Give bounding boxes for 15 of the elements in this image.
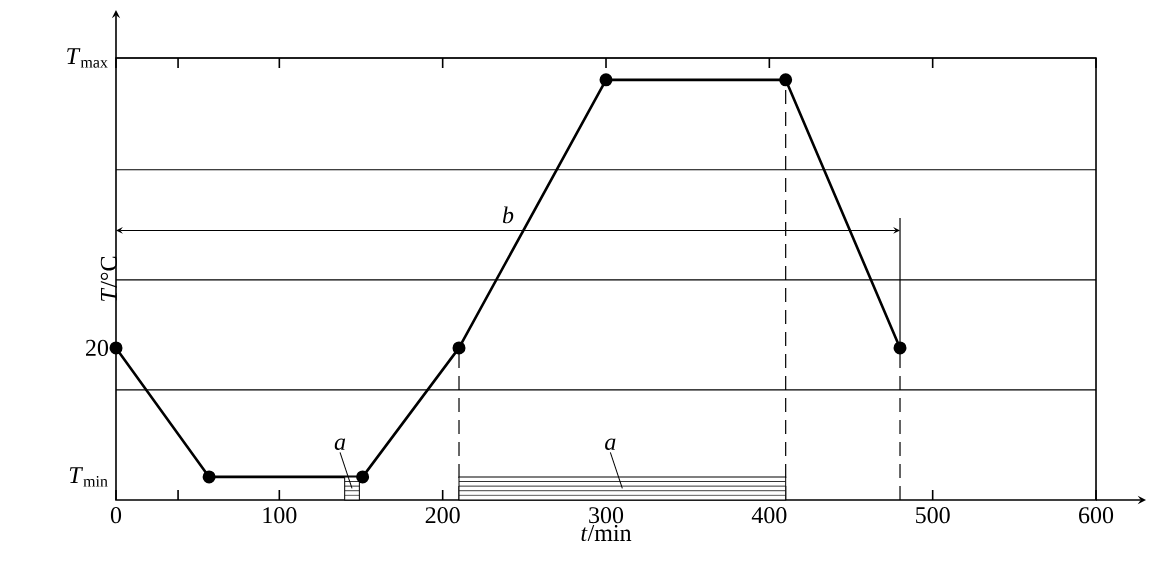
annotation: b — [502, 206, 514, 224]
text: 20 — [86, 339, 109, 356]
x-tick-label: 600 — [1079, 507, 1114, 524]
x-tick-label: 0 — [110, 507, 122, 524]
y-axis-title: T/°C — [100, 256, 117, 301]
x-tick-label: 300 — [589, 507, 624, 524]
x-tick-label: 500 — [916, 507, 950, 524]
x-tick-label: 200 — [425, 507, 460, 524]
annotation: a — [334, 438, 346, 451]
x-tick-label: 100 — [263, 507, 297, 524]
ref-line-label: T$_{max}$ — [67, 48, 108, 68]
x-axis-title: t/min — [581, 524, 632, 542]
x-tick-label: 400 — [751, 507, 787, 524]
annotation: a — [605, 438, 616, 451]
text: T$_{min}$ — [69, 467, 108, 487]
